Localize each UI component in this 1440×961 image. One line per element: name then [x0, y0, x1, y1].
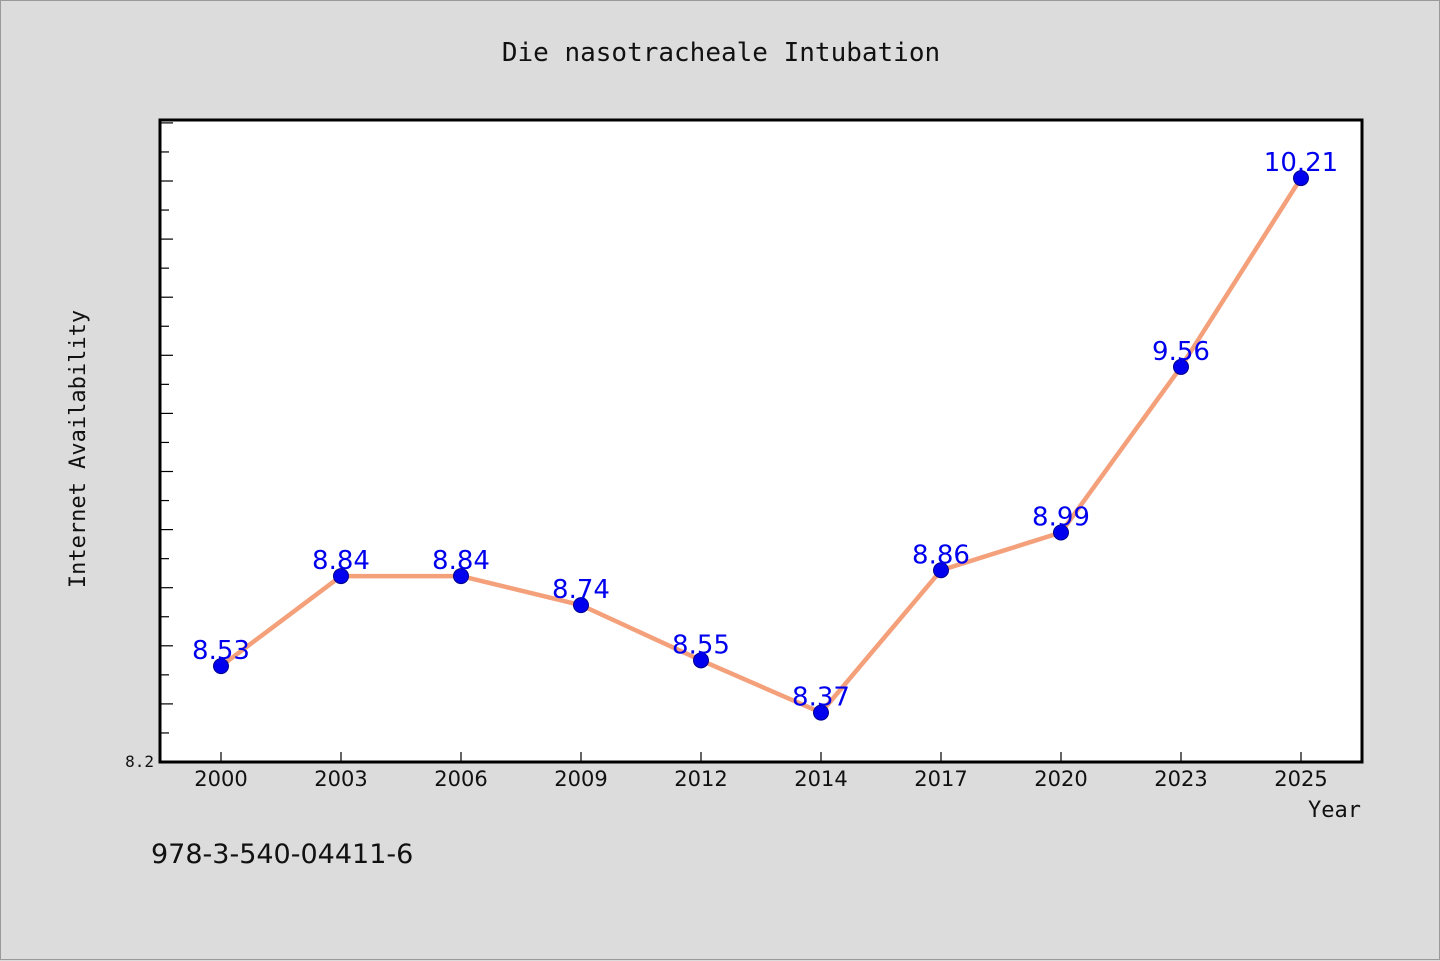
x-axis-ticks: 2000 2003 2006 2009 2012 2014 2017 2020 2023 2025	[194, 752, 1328, 791]
footer-isbn: 978-3-540-04411-6	[151, 839, 413, 870]
data-label: 10.21	[1264, 148, 1338, 178]
data-label: 8.84	[432, 546, 490, 576]
x-axis-label: Year	[1308, 798, 1361, 823]
data-label: 8.37	[792, 683, 850, 713]
x-tick-label: 2014	[794, 767, 847, 791]
data-point	[573, 597, 589, 614]
x-tick-label: 2000	[194, 767, 247, 791]
data-label: 8.74	[552, 575, 610, 605]
x-tick-label: 2017	[914, 767, 967, 791]
data-label: 9.56	[1152, 337, 1210, 367]
data-point	[813, 704, 829, 721]
x-tick-label: 2020	[1034, 767, 1087, 791]
chart-title: Die nasotracheale Intubation	[502, 38, 940, 68]
data-point	[333, 568, 349, 585]
data-label: 8.86	[912, 540, 970, 570]
y-tick-label: 8.2	[125, 752, 154, 771]
data-label: 8.84	[312, 546, 370, 576]
data-point	[693, 652, 709, 669]
data-point	[933, 562, 949, 579]
data-point	[213, 658, 229, 675]
data-label: 8.53	[192, 636, 250, 666]
series-layer: 8.53 8.84 8.84 8.74 8.55 8.37 8.86 8.99 9.56 10.2…	[192, 148, 1338, 721]
x-tick-label: 2025	[1274, 767, 1327, 791]
x-tick-label: 2023	[1154, 767, 1207, 791]
x-tick-label: 2003	[314, 767, 367, 791]
y-axis-ticks: 8.2	[125, 122, 173, 771]
series-line	[218, 175, 1304, 715]
data-point	[1293, 170, 1309, 187]
data-label: 8.55	[672, 630, 730, 660]
x-tick-label: 2009	[554, 767, 607, 791]
data-label: 8.99	[1032, 503, 1090, 533]
data-point	[1173, 358, 1189, 375]
data-point	[453, 568, 469, 585]
data-point	[1053, 524, 1069, 541]
y-axis-label: Internet Availability	[66, 310, 91, 588]
plot-area	[158, 118, 1364, 764]
x-tick-label: 2006	[434, 767, 487, 791]
x-tick-label: 2012	[674, 767, 727, 791]
